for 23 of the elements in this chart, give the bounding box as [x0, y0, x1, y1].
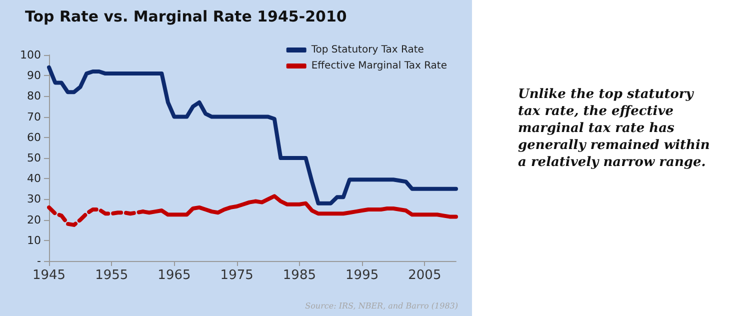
y-tick-label: 70 [27, 110, 41, 124]
y-tick-label: 10 [27, 234, 41, 247]
y-tick-label: 60 [27, 130, 41, 144]
x-tick-label: 2005 [408, 268, 442, 283]
chart-title: Top Rate vs. Marginal Rate 1945-2010 [25, 8, 347, 26]
legend-label: Effective Marginal Tax Rate [311, 60, 447, 72]
y-tick-label: 100 [20, 48, 41, 62]
x-tick-label: 1965 [158, 268, 191, 283]
source-note: Source: IRS, NBER, and Barro (1983) [305, 302, 458, 310]
y-tick-label: 30 [27, 192, 41, 206]
y-tick-label: - [37, 254, 42, 268]
x-tick-label: 1995 [346, 268, 379, 283]
x-tick-label: 1985 [282, 268, 316, 283]
y-tick-label: 90 [27, 69, 41, 82]
y-tick-label: 40 [27, 172, 41, 186]
text: Unlike the top statutory tax rate, the effective marginal tax rate has generally remained within a relatively narrow range. [518, 86, 711, 171]
y-tick-label: 50 [27, 152, 41, 164]
x-tick-label: 1955 [95, 268, 128, 283]
y-tick-label: 80 [27, 90, 41, 103]
x-tick-label: 1945 [32, 268, 66, 283]
legend-label: Top Statutory Tax Rate [310, 44, 424, 56]
y-tick-label: 20 [27, 213, 41, 226]
x-tick-label: 1975 [220, 268, 254, 283]
